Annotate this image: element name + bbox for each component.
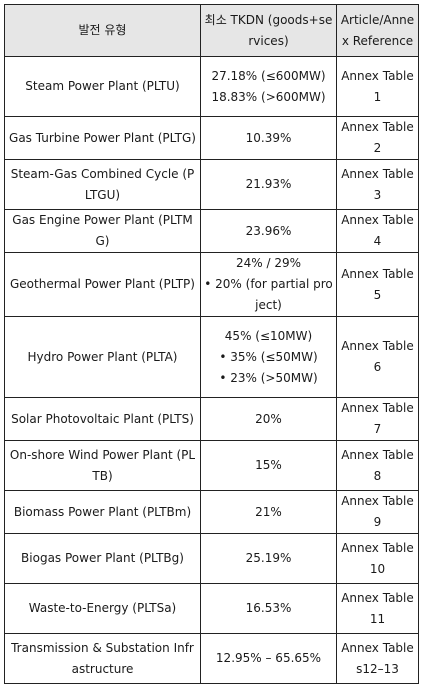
min-tkdn-cell: 21% xyxy=(200,490,337,534)
table-row: Steam Power Plant (PLTU) 27.18% (≤600MW) 1… xyxy=(4,56,419,117)
reference-cell: Annex Tables12–13 xyxy=(336,633,419,684)
table-row: Transmission & Substation Infrastructure… xyxy=(4,633,419,684)
table-row: Biogas Power Plant (PLTBg) 25.19% Annex Ta… xyxy=(4,533,419,584)
plant-type-cell: Steam-Gas Combined Cycle (PLTGU) xyxy=(4,159,201,210)
tkdn-value: 18.83% (>600MW) xyxy=(211,89,326,104)
reference-cell: Annex Table8 xyxy=(336,440,419,491)
tkdn-value: 21% xyxy=(255,504,282,519)
min-tkdn-cell: 12.95% – 65.65% xyxy=(200,633,337,684)
tkdn-value: 10.39% xyxy=(245,130,292,145)
header-min-tkdn: 최소 TKDN (goods+services) xyxy=(200,4,337,57)
reference-cell: Annex Table7 xyxy=(336,397,419,441)
header-row: 발전 유형 최소 TKDN (goods+services) Article/A… xyxy=(4,4,419,57)
min-tkdn-cell: 45% (≤10MW) • 35% (≤50MW) • 23% (>50MW) xyxy=(200,316,337,398)
reference-cell: Annex Table11 xyxy=(336,583,419,634)
tkdn-value: • 35% (≤50MW) xyxy=(219,349,318,364)
plant-type-cell: Gas Turbine Power Plant (PLTG) xyxy=(4,116,201,160)
reference-cell: Annex Table2 xyxy=(336,116,419,160)
table-row: Solar Photovoltaic Plant (PLTS) 20% Annex … xyxy=(4,397,419,441)
plant-type-cell: Biogas Power Plant (PLTBg) xyxy=(4,533,201,584)
reference-cell: Annex Table1 xyxy=(336,56,419,117)
plant-type-cell: Solar Photovoltaic Plant (PLTS) xyxy=(4,397,201,441)
tkdn-value: 27.18% (≤600MW) xyxy=(211,68,326,83)
table-row: Hydro Power Plant (PLTA) 45% (≤10MW) • 35%… xyxy=(4,316,419,398)
tkdn-value: 15% xyxy=(255,458,282,472)
header-plant-type: 발전 유형 xyxy=(4,4,201,57)
min-tkdn-cell: 25.19% xyxy=(200,533,337,584)
plant-type-cell: Transmission & Substation Infrastructure xyxy=(4,633,201,684)
table-row: Gas Turbine Power Plant (PLTG) 10.39% Anne… xyxy=(4,116,419,160)
table-row: Geothermal Power Plant (PLTP) 24% / 29% • … xyxy=(4,252,419,317)
tkdn-value: 25.19% xyxy=(245,551,292,565)
tkdn-value: 16.53% xyxy=(245,601,292,615)
min-tkdn-cell: 21.93% xyxy=(200,159,337,210)
min-tkdn-cell: 15% xyxy=(200,440,337,491)
tkdn-table: 발전 유형 최소 TKDN (goods+services) Article/A… xyxy=(4,4,419,684)
table-row: Biomass Power Plant (PLTBm) 21% Annex Tabl… xyxy=(4,490,419,534)
reference-cell: Annex Table3 xyxy=(336,159,419,210)
min-tkdn-cell: 10.39% xyxy=(200,116,337,160)
reference-cell: Annex Table9 xyxy=(336,490,419,534)
plant-type-cell: Biomass Power Plant (PLTBm) xyxy=(4,490,201,534)
table-row: Waste-to-Energy (PLTSa) 16.53% Annex Table… xyxy=(4,583,419,634)
plant-type-cell: On-shore Wind Power Plant (PLTB) xyxy=(4,440,201,491)
min-tkdn-cell: 16.53% xyxy=(200,583,337,634)
table-row: Steam-Gas Combined Cycle (PLTGU) 21.93% An… xyxy=(4,159,419,210)
reference-cell: Annex Table10 xyxy=(336,533,419,584)
tkdn-value: 21.93% xyxy=(245,177,292,191)
plant-type-cell: Geothermal Power Plant (PLTP) xyxy=(4,252,201,317)
reference-cell: Annex Table6 xyxy=(336,316,419,398)
table-row: Gas Engine Power Plant (PLTMG) 23.96% Anne… xyxy=(4,209,419,253)
min-tkdn-cell: 20% xyxy=(200,397,337,441)
tkdn-value: 20% xyxy=(255,411,282,426)
tkdn-value: 23.96% xyxy=(245,223,292,238)
plant-type-cell: Steam Power Plant (PLTU) xyxy=(4,56,201,117)
tkdn-value: 12.95% – 65.65% xyxy=(215,651,322,665)
reference-cell: Annex Table4 xyxy=(336,209,419,253)
reference-cell: Annex Table5 xyxy=(336,252,419,317)
tkdn-value: • 20% (for partial project) xyxy=(204,277,333,312)
min-tkdn-cell: 23.96% xyxy=(200,209,337,253)
tkdn-value: 24% / 29% xyxy=(235,256,301,270)
plant-type-cell: Hydro Power Plant (PLTA) xyxy=(4,316,201,398)
min-tkdn-cell: 27.18% (≤600MW) 18.83% (>600MW) xyxy=(200,56,337,117)
plant-type-cell: Gas Engine Power Plant (PLTMG) xyxy=(4,209,201,253)
table-row: On-shore Wind Power Plant (PLTB) 15% Annex… xyxy=(4,440,419,491)
tkdn-value: • 23% (>50MW) xyxy=(219,370,318,385)
header-reference: Article/Annex Reference xyxy=(336,4,419,57)
tkdn-value: 45% (≤10MW) xyxy=(224,328,313,343)
plant-type-cell: Waste-to-Energy (PLTSa) xyxy=(4,583,201,634)
min-tkdn-cell: 24% / 29% • 20% (for partial project) xyxy=(200,252,337,317)
